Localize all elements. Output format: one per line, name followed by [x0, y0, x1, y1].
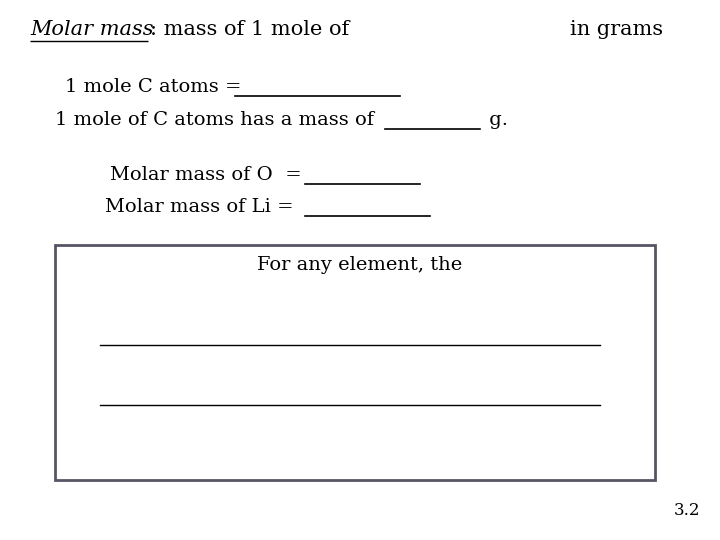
Text: Molar mass of O  =: Molar mass of O = — [110, 166, 308, 184]
Text: 1 mole C atoms =: 1 mole C atoms = — [65, 78, 248, 96]
Text: 3.2: 3.2 — [673, 502, 700, 519]
Text: 1 mole of C atoms has a mass of: 1 mole of C atoms has a mass of — [55, 111, 374, 129]
Text: : mass of 1 mole of: : mass of 1 mole of — [150, 20, 349, 39]
Text: Molar mass of Li =: Molar mass of Li = — [105, 198, 300, 216]
Text: in grams: in grams — [570, 20, 663, 39]
Text: For any element, the: For any element, the — [257, 256, 463, 274]
Text: Molar mass: Molar mass — [30, 20, 153, 39]
FancyBboxPatch shape — [55, 245, 655, 480]
Text: g.: g. — [483, 111, 508, 129]
